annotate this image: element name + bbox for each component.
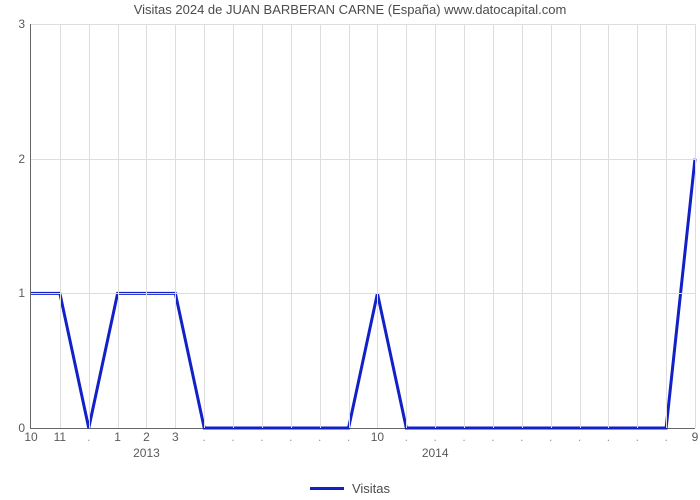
gridline-v [695,24,696,428]
gridline-h [31,293,695,294]
chart-container: Visitas 2024 de JUAN BARBERAN CARNE (Esp… [0,0,700,500]
gridline-v [204,24,205,428]
gridline-v [146,24,147,428]
x-tick-label: 10 [371,428,384,444]
x-tick-label: . [520,428,523,444]
x-tick-label: 2 [143,428,150,444]
x-tick-label: . [347,428,350,444]
line-series [31,24,695,428]
gridline-v [666,24,667,428]
x-tick-label: . [203,428,206,444]
gridline-v [551,24,552,428]
gridline-v [377,24,378,428]
x-tick-label: . [664,428,667,444]
gridline-v [435,24,436,428]
x-tick-label: 9 [692,428,699,444]
y-tick-label: 2 [18,152,31,166]
x-tick-label: 3 [172,428,179,444]
x-tick-label: . [549,428,552,444]
gridline-v [320,24,321,428]
legend-label: Visitas [352,481,390,496]
y-tick-label: 3 [18,17,31,31]
x-tick-label: . [289,428,292,444]
x-tick-label: . [607,428,610,444]
gridline-v [233,24,234,428]
gridline-v [262,24,263,428]
gridline-v [118,24,119,428]
x-tick-label: . [636,428,639,444]
gridline-v [60,24,61,428]
x-tick-label: . [434,428,437,444]
x-tick-label: . [87,428,90,444]
gridline-v [89,24,90,428]
x-tick-label: . [462,428,465,444]
gridline-h [31,24,695,25]
gridline-h [31,159,695,160]
gridline-v [464,24,465,428]
gridline-v [349,24,350,428]
gridline-v [291,24,292,428]
y-tick-label: 1 [18,286,31,300]
x-tick-label: . [578,428,581,444]
x-tick-label: . [260,428,263,444]
gridline-v [493,24,494,428]
chart-title: Visitas 2024 de JUAN BARBERAN CARNE (Esp… [0,2,700,17]
gridline-v [637,24,638,428]
gridline-v [608,24,609,428]
x-tick-label: . [491,428,494,444]
x-tick-label: . [318,428,321,444]
x-tick-label: 1 [114,428,121,444]
x-tick-label: . [231,428,234,444]
gridline-v [580,24,581,428]
gridline-v [175,24,176,428]
legend-swatch [310,487,344,490]
legend-item-visitas: Visitas [310,481,390,496]
x-year-label: 2013 [133,446,160,460]
plot-area: 01231011.123......10..........920132014 [30,24,695,429]
x-year-label: 2014 [422,446,449,460]
legend: Visitas [0,478,700,496]
x-tick-label: 10 [24,428,37,444]
x-tick-label: 11 [54,428,66,444]
gridline-v [522,24,523,428]
x-tick-label: . [405,428,408,444]
gridline-v [406,24,407,428]
